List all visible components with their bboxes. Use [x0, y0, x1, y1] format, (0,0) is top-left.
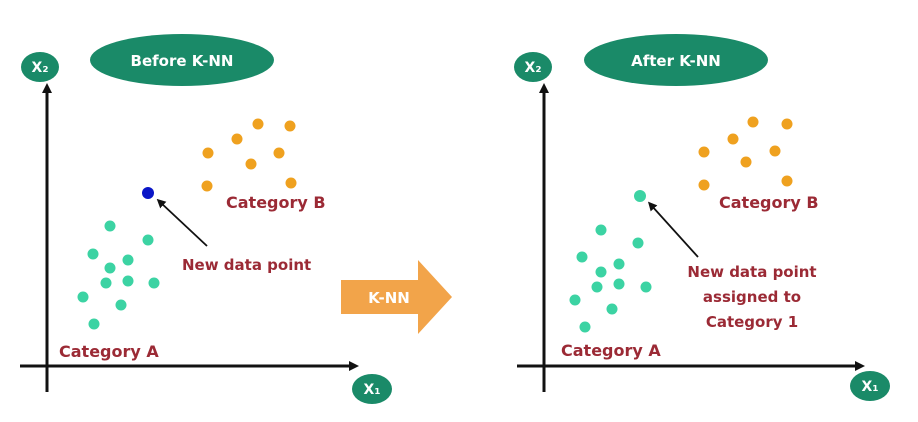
category-b-point — [245, 158, 257, 170]
category-a-point — [88, 318, 100, 330]
after-title-pill: After K-NN — [584, 34, 768, 86]
category-a-point — [142, 234, 154, 246]
after-panel: After K-NN X₂ X₁ — [514, 34, 890, 401]
after-x-axis-label: X₁ — [862, 379, 879, 395]
before-category-a-points — [77, 220, 160, 330]
category-a-point — [595, 224, 607, 236]
category-b-point — [285, 177, 297, 189]
category-a-point — [569, 294, 581, 306]
category-b-point — [231, 133, 243, 145]
before-x-axis-badge: X₁ — [352, 374, 392, 404]
category-b-point — [698, 179, 710, 191]
before-category-b-label: Category B — [226, 193, 326, 212]
category-a-point — [87, 248, 99, 260]
category-a-point — [591, 281, 603, 293]
after-category-a-label: Category A — [561, 341, 661, 360]
category-b-point — [769, 145, 781, 157]
category-b-point — [698, 146, 710, 158]
arrow-right-icon: K-NN — [341, 260, 452, 334]
before-x-axis-label: X₁ — [364, 382, 381, 398]
category-a-point — [640, 281, 652, 293]
category-a-point — [632, 237, 644, 249]
category-a-point — [104, 262, 116, 274]
category-b-point — [781, 175, 793, 187]
category-b-point — [284, 120, 296, 132]
after-y-axis-badge: X₂ — [514, 52, 552, 82]
category-a-point — [122, 254, 134, 266]
after-new-point-label-line-2: assigned to — [703, 288, 801, 306]
category-b-point — [781, 118, 793, 130]
category-a-point — [77, 291, 89, 303]
before-category-a-label: Category A — [59, 342, 159, 361]
category-a-point — [576, 251, 588, 263]
before-pointer-arrow-icon — [156, 198, 208, 247]
category-b-point — [727, 133, 739, 145]
after-new-data-point — [634, 190, 646, 202]
after-y-axis-label: X₂ — [525, 60, 542, 76]
category-a-point — [613, 258, 625, 270]
before-title: Before K-NN — [131, 52, 234, 70]
category-b-point — [747, 116, 759, 128]
category-a-point — [115, 299, 127, 311]
after-category-b-label: Category B — [719, 193, 819, 212]
before-y-axis-badge: X₂ — [21, 52, 59, 82]
before-new-point-label: New data point — [182, 256, 311, 274]
before-panel: Before K-NN X₂ X₁ — [20, 34, 392, 404]
category-b-point — [273, 147, 285, 159]
after-new-point-label-line-3: Category 1 — [706, 313, 798, 331]
category-b-point — [202, 147, 214, 159]
before-new-data-point — [142, 187, 154, 199]
after-pointer-arrow-icon — [647, 201, 699, 258]
category-a-point — [104, 220, 116, 232]
category-b-point — [201, 180, 213, 192]
category-a-point — [148, 277, 160, 289]
category-a-point — [579, 321, 591, 333]
category-b-point — [740, 156, 752, 168]
category-a-point — [100, 277, 112, 289]
category-b-point — [252, 118, 264, 130]
before-category-b-points — [201, 118, 297, 192]
category-a-point — [606, 303, 618, 315]
category-a-point — [613, 278, 625, 290]
after-category-a-points — [569, 224, 652, 333]
category-a-point — [122, 275, 134, 287]
after-x-axis-badge: X₁ — [850, 371, 890, 401]
after-new-point-label-line-1: New data point — [687, 263, 816, 281]
after-category-b-points — [698, 116, 793, 191]
center-arrow-label: K-NN — [368, 289, 410, 307]
category-a-point — [595, 266, 607, 278]
after-title: After K-NN — [631, 52, 721, 70]
before-title-pill: Before K-NN — [90, 34, 274, 86]
before-y-axis-label: X₂ — [32, 60, 49, 76]
